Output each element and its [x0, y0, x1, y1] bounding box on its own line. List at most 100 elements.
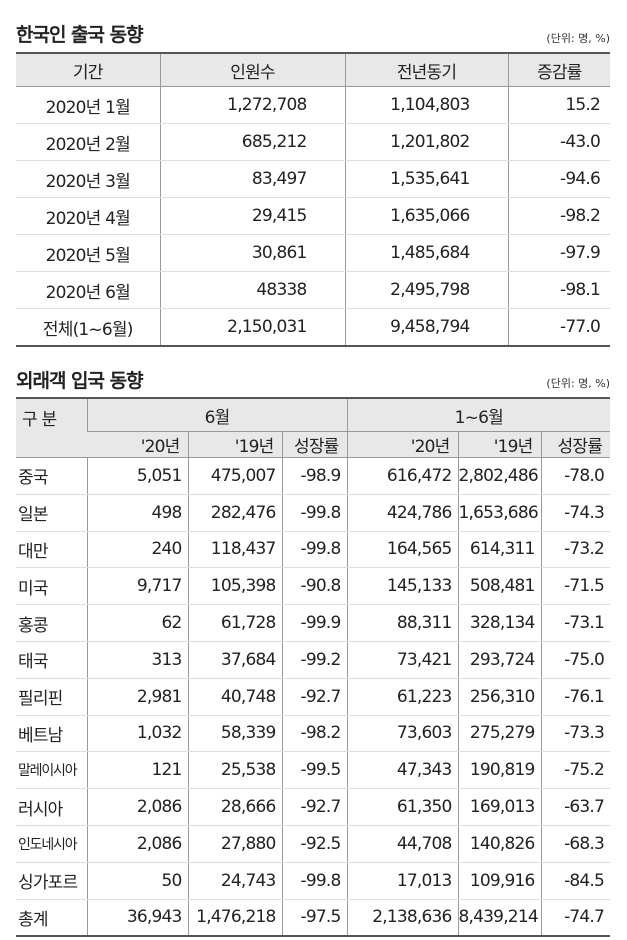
table-cell: -92.7 — [281, 678, 348, 716]
table-cell: 2020년 1월 — [16, 86, 160, 124]
table-cell: -98.2 — [281, 715, 348, 753]
table-cell: 424,786 — [346, 494, 459, 532]
table-cell: -94.6 — [507, 160, 610, 198]
table-cell: 1,535,641 — [344, 160, 508, 198]
table-row: 필리핀 2,981 40,748 -92.7 61,223 256,310 -76.1 — [16, 678, 611, 716]
country-name: 태국 — [16, 641, 87, 679]
outbound-title: 한국인 출국 동향 — [16, 24, 144, 46]
table-cell: -99.5 — [281, 751, 348, 790]
header-group-jan-june: 1~6월 — [346, 398, 611, 432]
column-subheader: 성장률 — [281, 431, 348, 458]
table-cell: -75.0 — [540, 641, 611, 679]
country-name: 인도네시아 — [16, 825, 87, 863]
table-cell: 2,138,636 — [346, 899, 459, 937]
country-name: 총계 — [16, 899, 87, 937]
table-cell: 5,051 — [86, 457, 188, 495]
column-subheader: '20년 — [346, 431, 459, 458]
column-subheader: 성장률 — [540, 431, 611, 458]
table-cell: 9,458,794 — [344, 308, 508, 347]
table-cell: 475,007 — [187, 457, 282, 495]
table-header-row: 구 분 6월 1~6월 — [16, 398, 611, 458]
table-cell: -43.0 — [507, 123, 610, 161]
table-row: 중국 5,051 475,007 -98.9 616,472 2,802,486 -78.0 — [16, 457, 611, 495]
table-cell: 105,398 — [187, 567, 282, 606]
table-cell: 40,748 — [187, 678, 282, 716]
country-name: 홍콩 — [16, 604, 87, 642]
table-cell: -71.5 — [540, 567, 611, 606]
table-row: 2020년 3월 83,497 1,535,641 -94.6 — [16, 160, 610, 198]
table-cell: 313 — [86, 641, 188, 679]
table-cell: 61,350 — [346, 788, 459, 826]
table-row: 대만 240 118,437 -99.8 164,565 614,311 -73.2 — [16, 531, 611, 569]
table-row: 러시아 2,086 28,666 -92.7 61,350 169,013 -63.7 — [16, 788, 611, 826]
table-cell: 164,565 — [346, 531, 459, 569]
country-name: 필리핀 — [16, 678, 87, 716]
table-row: 2020년 5월 30,861 1,485,684 -97.9 — [16, 234, 610, 272]
table-cell: 24,743 — [187, 862, 282, 900]
table-cell: 2,150,031 — [159, 308, 345, 347]
table-cell: -84.5 — [540, 862, 611, 900]
table-cell: -74.3 — [540, 494, 611, 532]
column-header: 전년동기 — [344, 53, 508, 87]
table-cell: 145,133 — [346, 567, 459, 606]
table-cell: -78.0 — [540, 457, 611, 495]
table-cell: 83,497 — [159, 160, 345, 198]
table-row: 홍콩 62 61,728 -99.9 88,311 328,134 -73.1 — [16, 604, 611, 642]
table-cell: 36,943 — [86, 899, 188, 937]
table-row: 베트남 1,032 58,339 -98.2 73,603 275,279 -73.3 — [16, 715, 611, 753]
table-cell: 293,724 — [457, 641, 542, 679]
table-cell: -63.7 — [540, 788, 611, 826]
table-cell: 121 — [86, 751, 188, 790]
country-name: 베트남 — [16, 715, 87, 753]
table-cell: 전체(1~6월) — [16, 308, 160, 347]
table-row: 미국 9,717 105,398 -90.8 145,133 508,481 -71.5 — [16, 567, 611, 606]
table-cell: 2020년 3월 — [16, 160, 160, 198]
table-cell: 8,439,214 — [457, 899, 542, 937]
country-name: 대만 — [16, 531, 87, 569]
table-cell: 2020년 4월 — [16, 197, 160, 235]
table-row: 총계 36,943 1,476,218 -97.5 2,138,636 8,439,214… — [16, 899, 611, 937]
table-cell: -99.9 — [281, 604, 348, 642]
outbound-table: 기간 인원수 전년동기 증감률 2020년 1월 1,272,708 1,104,803 1… — [16, 52, 610, 347]
country-name: 싱가포르 — [16, 862, 87, 900]
table-cell: 169,013 — [457, 788, 542, 826]
table-cell: 73,603 — [346, 715, 459, 753]
table-cell: -97.5 — [281, 899, 348, 937]
table-cell: 685,212 — [159, 123, 345, 161]
table-row: 일본 498 282,476 -99.8 424,786 1,653,686 -74.3 — [16, 494, 611, 532]
column-subheader: '19년 — [187, 431, 282, 458]
table-cell: -98.9 — [281, 457, 348, 495]
table-subheader-row: '20년 '19년 성장률 '20년 '19년 성장률 — [16, 431, 611, 458]
table-cell: 275,279 — [457, 715, 542, 753]
column-header: 증감률 — [507, 53, 610, 87]
table-row: 2020년 6월 48338 2,495,798 -98.1 — [16, 271, 610, 309]
table-cell: 1,485,684 — [344, 234, 508, 272]
inbound-unit: (단위: 명, %) — [546, 377, 610, 390]
table-cell: 508,481 — [457, 567, 542, 606]
table-row: 싱가포르 50 24,743 -99.8 17,013 109,916 -84.5 — [16, 862, 611, 900]
table-cell: 256,310 — [457, 678, 542, 716]
table-header-row: 기간 인원수 전년동기 증감률 — [16, 53, 610, 87]
table-cell: 616,472 — [346, 457, 459, 495]
table-cell: 2,086 — [86, 825, 188, 863]
table-cell: 61,223 — [346, 678, 459, 716]
table-cell: -98.2 — [507, 197, 610, 235]
header-category: 구 분 — [16, 398, 87, 458]
table-cell: 282,476 — [187, 494, 282, 532]
table-cell: 62 — [86, 604, 188, 642]
table-row: 말레이시아 121 25,538 -99.5 47,343 190,819 -75.2 — [16, 751, 611, 790]
column-header: 기간 — [16, 53, 160, 87]
table-row: 2020년 2월 685,212 1,201,802 -43.0 — [16, 123, 610, 161]
column-header: 인원수 — [159, 53, 345, 87]
table-cell: 1,272,708 — [159, 86, 345, 124]
country-name: 미국 — [16, 567, 87, 606]
table-cell: -99.8 — [281, 494, 348, 532]
table-cell: 9,717 — [86, 567, 188, 606]
table-cell: -99.8 — [281, 531, 348, 569]
outbound-unit: (단위: 명, %) — [546, 32, 610, 45]
table-row: 전체(1~6월) 2,150,031 9,458,794 -77.0 — [16, 308, 610, 347]
table-cell: -75.2 — [540, 751, 611, 790]
table-cell: -74.7 — [540, 899, 611, 937]
table-cell: -97.9 — [507, 234, 610, 272]
table-cell: 614,311 — [457, 531, 542, 569]
